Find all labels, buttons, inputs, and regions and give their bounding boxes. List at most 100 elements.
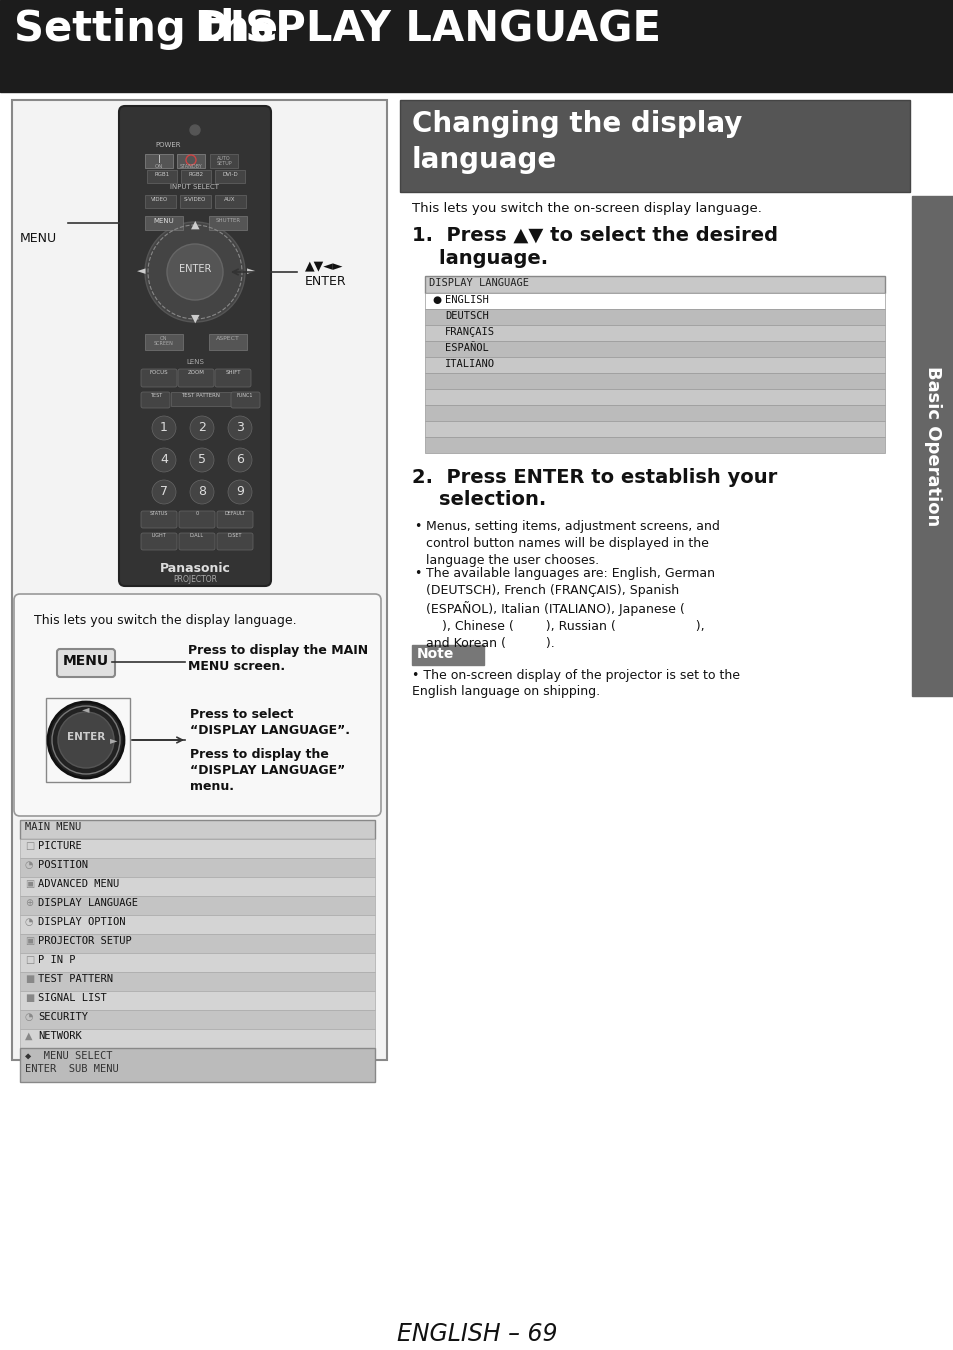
Bar: [20, 1029, 375, 1048]
Bar: [424, 309, 884, 325]
Bar: [145, 333, 183, 350]
FancyBboxPatch shape: [231, 392, 260, 408]
Text: MENU: MENU: [153, 217, 174, 224]
Text: ZOOM: ZOOM: [188, 370, 204, 375]
Text: D.SET: D.SET: [228, 533, 242, 539]
Text: VIDEO: VIDEO: [152, 197, 169, 202]
Text: 9: 9: [235, 485, 244, 498]
Circle shape: [152, 448, 175, 472]
Text: MENU: MENU: [20, 232, 57, 244]
Bar: [181, 170, 211, 184]
Text: 7: 7: [160, 485, 168, 498]
FancyBboxPatch shape: [141, 392, 170, 408]
Bar: [424, 275, 884, 293]
Text: ■: ■: [25, 994, 34, 1003]
Text: SIGNAL LIST: SIGNAL LIST: [38, 994, 107, 1003]
Text: MENU: MENU: [63, 653, 109, 668]
Bar: [0, 0, 953, 92]
Text: ⊕: ⊕: [25, 898, 33, 909]
Text: •: •: [414, 567, 421, 580]
Circle shape: [190, 481, 213, 504]
Text: TEST: TEST: [150, 393, 162, 398]
Bar: [424, 421, 884, 437]
Text: Press to display the
“DISPLAY LANGUAGE”
menu.: Press to display the “DISPLAY LANGUAGE” …: [190, 748, 345, 792]
Bar: [46, 698, 130, 782]
Text: 0: 0: [195, 512, 198, 516]
Text: I: I: [157, 155, 160, 165]
Text: ●: ●: [432, 296, 440, 305]
Text: 8: 8: [198, 485, 206, 498]
Text: ■: ■: [25, 973, 34, 984]
Text: ▲▼◄►: ▲▼◄►: [305, 259, 343, 271]
Bar: [399, 100, 909, 192]
Bar: [424, 405, 884, 421]
Text: RGB1: RGB1: [154, 171, 170, 177]
Text: STATUS: STATUS: [150, 512, 168, 516]
Text: AUX: AUX: [224, 197, 235, 202]
Bar: [20, 896, 375, 915]
Bar: [20, 972, 375, 991]
Text: DISPLAY LANGUAGE: DISPLAY LANGUAGE: [194, 8, 660, 50]
Text: PROJECTOR SETUP: PROJECTOR SETUP: [38, 936, 132, 946]
Text: Changing the display: Changing the display: [412, 109, 741, 138]
Bar: [412, 645, 483, 666]
Text: ON
SCREEN: ON SCREEN: [153, 336, 173, 347]
Text: ENTER: ENTER: [178, 265, 211, 274]
Text: Press to select
“DISPLAY LANGUAGE”.: Press to select “DISPLAY LANGUAGE”.: [190, 707, 350, 737]
Text: 1.  Press ▲▼ to select the desired: 1. Press ▲▼ to select the desired: [412, 225, 778, 244]
FancyBboxPatch shape: [178, 369, 213, 387]
Text: FUNC1: FUNC1: [236, 393, 253, 398]
Bar: [911, 196, 953, 697]
FancyBboxPatch shape: [141, 512, 177, 528]
Text: TEST PATTERN: TEST PATTERN: [181, 393, 220, 398]
Text: P IN P: P IN P: [38, 954, 75, 965]
FancyBboxPatch shape: [14, 594, 380, 815]
Text: POWER: POWER: [154, 142, 180, 148]
FancyBboxPatch shape: [179, 512, 214, 528]
Text: S-VIDEO: S-VIDEO: [184, 197, 206, 202]
Text: 5: 5: [198, 454, 206, 466]
Circle shape: [167, 244, 223, 300]
Text: FOCUS: FOCUS: [150, 370, 168, 375]
FancyBboxPatch shape: [214, 369, 251, 387]
Bar: [424, 293, 884, 309]
Text: 2.  Press ENTER to establish your: 2. Press ENTER to establish your: [412, 468, 777, 487]
Bar: [20, 915, 375, 934]
Text: DISPLAY LANGUAGE: DISPLAY LANGUAGE: [429, 278, 529, 288]
Text: SHIFT: SHIFT: [225, 370, 240, 375]
Bar: [145, 216, 183, 230]
Text: RGB2: RGB2: [189, 171, 203, 177]
Bar: [171, 392, 231, 406]
Text: ▣: ▣: [25, 879, 34, 890]
Bar: [12, 100, 387, 1060]
Text: This lets you switch the display language.: This lets you switch the display languag…: [34, 614, 296, 626]
Text: ON: ON: [154, 163, 163, 169]
Text: The available languages are: English, German
(DEUTSCH), French (FRANÇAIS), Spani: The available languages are: English, Ge…: [426, 567, 714, 649]
Circle shape: [145, 221, 245, 323]
Bar: [20, 1010, 375, 1029]
Bar: [214, 170, 245, 184]
Bar: [145, 194, 175, 208]
Text: POSITION: POSITION: [38, 860, 88, 869]
FancyBboxPatch shape: [57, 649, 115, 676]
Text: Note: Note: [416, 647, 454, 662]
Text: AUTO
SETUP: AUTO SETUP: [216, 157, 232, 166]
Bar: [20, 819, 375, 838]
FancyBboxPatch shape: [216, 533, 253, 549]
Text: D.ALL: D.ALL: [190, 533, 204, 539]
Text: language: language: [412, 146, 557, 174]
Text: ASPECT: ASPECT: [215, 336, 240, 342]
Text: ▲: ▲: [191, 220, 199, 230]
Text: ▼: ▼: [191, 315, 199, 324]
Circle shape: [58, 711, 113, 768]
Text: Panasonic: Panasonic: [159, 562, 231, 575]
Text: INPUT SELECT: INPUT SELECT: [171, 184, 219, 190]
Text: ◔: ◔: [25, 1012, 33, 1022]
Bar: [214, 194, 246, 208]
Text: selection.: selection.: [412, 490, 546, 509]
Bar: [424, 437, 884, 454]
Text: 4: 4: [160, 454, 168, 466]
Text: ◔: ◔: [25, 860, 33, 869]
Text: ENTER: ENTER: [67, 732, 105, 742]
FancyBboxPatch shape: [216, 512, 253, 528]
